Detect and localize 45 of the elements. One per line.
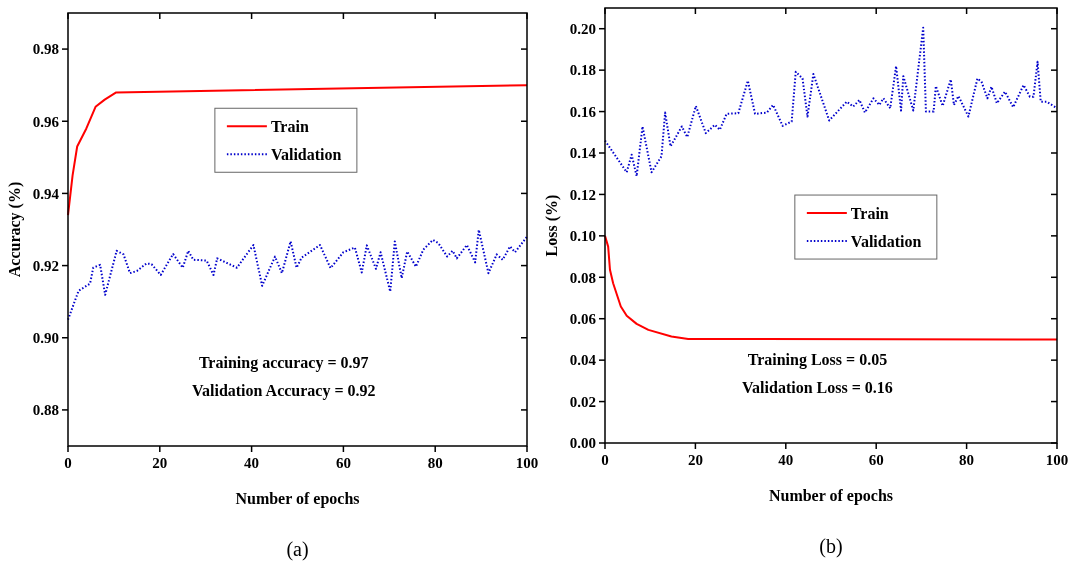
- y-axis-title: Accuracy (%): [6, 181, 24, 278]
- x-tick-label: 0: [601, 452, 609, 468]
- y-tick-label: 0.94: [32, 185, 60, 202]
- y-tick-label: 0.08: [569, 269, 596, 286]
- x-tick-label: 80: [959, 452, 975, 468]
- legend-label: Train: [850, 204, 889, 222]
- legend-label: Train: [270, 117, 309, 135]
- y-tick-label: 0.90: [32, 330, 59, 346]
- y-tick-label: 0.16: [569, 103, 597, 120]
- y-tick-label: 0.14: [569, 145, 597, 162]
- legend-label: Validation: [270, 145, 342, 163]
- legend-label: Validation: [850, 232, 922, 250]
- y-tick-label: 0.20: [569, 20, 596, 37]
- annotation: Validation Loss = 0.16: [742, 378, 893, 396]
- y-tick-label: 0.88: [32, 402, 59, 419]
- y-tick-label: 0.18: [569, 62, 596, 79]
- y-tick-label: 0.96: [32, 113, 60, 130]
- x-tick-label: 60: [868, 452, 884, 468]
- y-tick-label: 0.06: [569, 310, 597, 327]
- x-tick-label: 40: [778, 452, 794, 468]
- y-tick-label: 0.98: [32, 41, 59, 58]
- annotation: Training accuracy = 0.97: [198, 354, 369, 373]
- y-tick-label: 0.92: [32, 257, 59, 274]
- text: (a): [286, 538, 309, 561]
- text: (b): [819, 535, 843, 558]
- y-tick-label: 0.12: [569, 186, 596, 203]
- x-tick-label: 40: [244, 455, 260, 471]
- x-tick-label: 60: [335, 455, 351, 471]
- y-tick-label: 0.02: [569, 393, 596, 410]
- x-tick-label: 20: [152, 455, 168, 471]
- x-tick-label: 80: [427, 455, 443, 471]
- annotation: Training Loss = 0.05: [747, 350, 888, 369]
- x-axis-title: Number of epochs: [768, 487, 894, 505]
- x-tick-label: 20: [687, 452, 703, 468]
- x-tick-label: 0: [64, 455, 72, 471]
- x-axis-title: Number of epochs: [235, 490, 360, 508]
- y-tick-label: 0.00: [569, 435, 596, 452]
- y-tick-label: 0.04: [569, 352, 597, 369]
- y-tick-label: 0.10: [569, 228, 596, 245]
- line-series: [604, 26, 1058, 178]
- y-axis-title: Loss (%): [543, 194, 561, 257]
- x-tick-label: 100: [1045, 452, 1069, 468]
- x-tick-label: 100: [515, 455, 539, 471]
- annotation: Validation Accuracy = 0.92: [191, 382, 376, 401]
- line-series: [604, 234, 1058, 341]
